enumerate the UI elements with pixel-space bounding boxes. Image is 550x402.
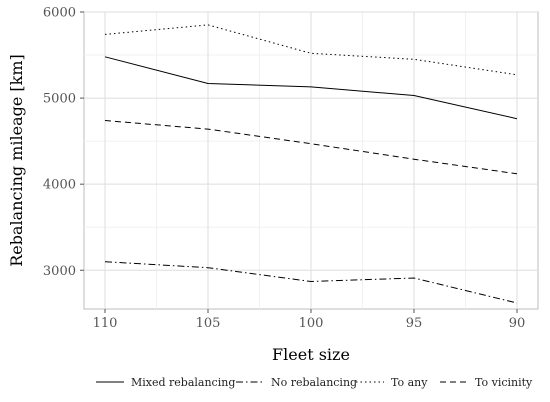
- y-tick-label: 4000: [43, 178, 76, 193]
- series-line-no-rebalancing: [104, 261, 518, 304]
- x-axis: 110 105 100 95 90: [93, 309, 526, 331]
- legend-label: No rebalancing: [271, 376, 357, 389]
- legend-item: To vicinity: [440, 376, 533, 389]
- legend-label: To vicinity: [475, 376, 533, 389]
- x-tick-label: 105: [196, 316, 221, 331]
- series-line-mixed-rebalancing: [104, 56, 518, 120]
- y-tick-label: 5000: [43, 92, 76, 107]
- legend: Mixed rebalancing No rebalancing To any To …: [96, 376, 533, 389]
- y-tick-label: 6000: [43, 6, 76, 21]
- legend-item: No rebalancing: [236, 376, 357, 389]
- x-tick-label: 95: [406, 316, 423, 331]
- x-tick-label: 110: [93, 316, 118, 331]
- x-tick-label: 90: [509, 316, 526, 331]
- y-tick-label: 3000: [43, 264, 76, 279]
- legend-label: To any: [391, 376, 428, 389]
- y-axis: 3000 4000 5000 6000: [43, 6, 84, 279]
- grid-lines: [84, 11, 538, 309]
- legend-item: Mixed rebalancing: [96, 376, 235, 389]
- legend-item: To any: [356, 376, 428, 389]
- x-axis-title: Fleet size: [272, 345, 350, 364]
- legend-label: Mixed rebalancing: [131, 376, 235, 389]
- series-lines: [104, 24, 518, 304]
- series-line-to-any: [104, 24, 518, 76]
- x-tick-label: 100: [299, 316, 324, 331]
- y-axis-title: Rebalancing mileage [km]: [7, 54, 26, 267]
